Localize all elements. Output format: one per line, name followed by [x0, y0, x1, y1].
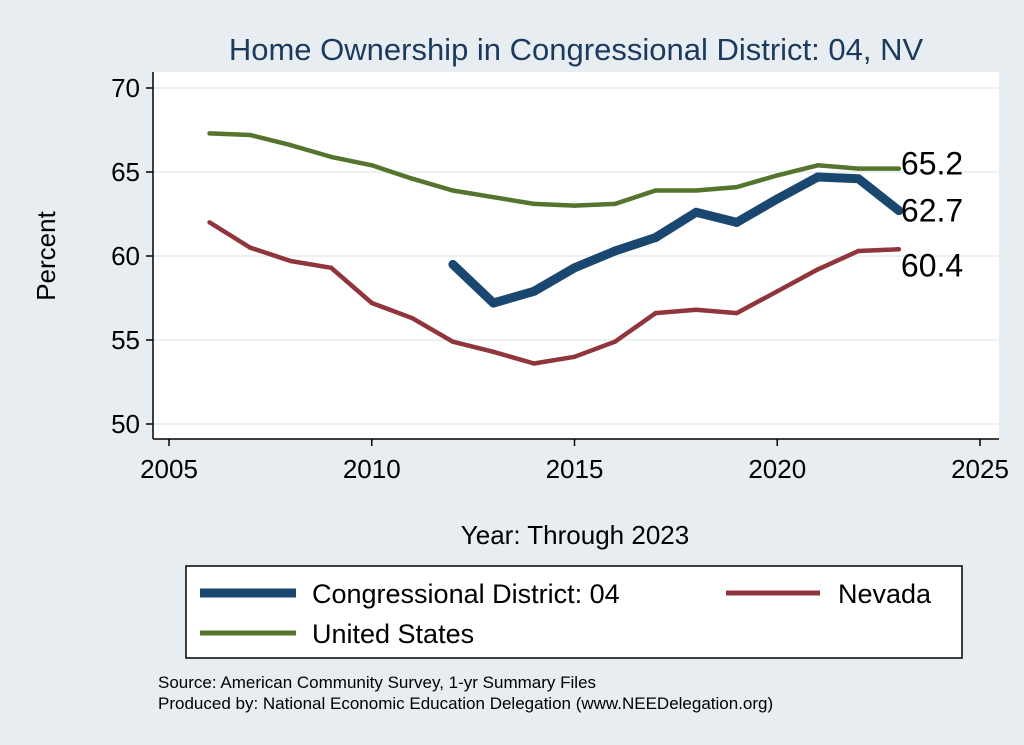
data-point-united-states-2017	[653, 188, 658, 193]
x-tick-label-2025: 2025	[951, 454, 1009, 484]
data-point-united-states-2023	[896, 166, 902, 171]
data-point-district-2013	[488, 298, 498, 308]
y-tick-label-50: 50	[111, 409, 140, 439]
produced-by-note: Produced by: National Economic Education…	[158, 694, 773, 713]
data-point-district-2021	[813, 172, 823, 182]
data-point-district-2017	[651, 233, 661, 243]
legend: Congressional District: 04 Nevada United…	[185, 565, 963, 659]
data-point-nevada-2023	[896, 247, 902, 252]
data-point-united-states-2015	[572, 203, 577, 208]
data-point-united-states-2007	[247, 132, 253, 138]
data-point-nevada-2010	[369, 300, 374, 306]
data-point-district-2012	[448, 259, 458, 269]
data-point-united-states-2022	[856, 166, 861, 171]
y-tick-label-70: 70	[111, 73, 140, 103]
y-axis-label: Percent	[31, 210, 61, 300]
data-point-nevada-2008	[288, 258, 293, 264]
series-line-district	[449, 172, 902, 308]
data-point-united-states-2019	[734, 184, 739, 190]
end-label-nevada: 60.4	[901, 247, 963, 283]
x-tick-label-2020: 2020	[748, 454, 806, 484]
x-axis-label: Year: Through 2023	[461, 520, 689, 550]
data-point-district-2014	[529, 286, 539, 296]
data-point-united-states-2006	[207, 131, 212, 136]
x-tick-label-2005: 2005	[140, 454, 198, 484]
data-point-nevada-2011	[410, 315, 415, 321]
data-point-nevada-2021	[815, 267, 821, 272]
data-point-united-states-2016	[612, 201, 618, 207]
chart-title: Home Ownership in Congressional District…	[229, 32, 924, 67]
data-point-district-2019	[732, 217, 742, 227]
end-labels: 62.7 60.4 65.2	[901, 146, 963, 284]
data-point-united-states-2012	[450, 188, 456, 193]
series-line-united-states	[209, 131, 899, 208]
data-point-nevada-2018	[693, 307, 699, 313]
data-point-nevada-2012	[450, 339, 456, 344]
data-point-nevada-2022	[856, 248, 861, 254]
data-point-district-2022	[853, 174, 863, 184]
y-tick-label-65: 65	[111, 157, 140, 187]
end-label-district: 62.7	[901, 193, 963, 229]
x-tick-label-2015: 2015	[546, 454, 604, 484]
data-point-nevada-2017	[653, 310, 658, 316]
data-point-district-2020	[772, 194, 782, 204]
data-point-united-states-2008	[288, 142, 293, 148]
end-label-united-states: 65.2	[901, 146, 963, 182]
data-point-nevada-2013	[491, 349, 496, 355]
data-point-nevada-2007	[247, 245, 253, 250]
legend-label-nevada: Nevada	[838, 579, 932, 609]
data-point-nevada-2009	[328, 265, 334, 271]
data-point-nevada-2014	[531, 361, 537, 366]
data-point-district-2016	[610, 246, 620, 256]
gridlines	[153, 87, 999, 425]
y-tick-label-60: 60	[111, 241, 140, 271]
data-point-nevada-2019	[734, 310, 739, 316]
data-point-united-states-2021	[815, 163, 821, 168]
data-point-nevada-2006	[207, 220, 212, 225]
y-tick-label-55: 55	[111, 325, 140, 355]
data-point-united-states-2014	[531, 201, 537, 207]
data-point-united-states-2009	[328, 154, 334, 160]
series-layer	[207, 131, 904, 366]
data-point-nevada-2020	[775, 289, 780, 294]
data-point-united-states-2011	[410, 176, 415, 181]
data-point-united-states-2013	[491, 194, 496, 200]
data-point-nevada-2015	[572, 354, 577, 360]
y-axis-ticks: 50 55 60 65 70	[111, 73, 153, 439]
series-line-nevada	[208, 220, 899, 366]
data-point-district-2023	[894, 206, 904, 216]
data-point-nevada-2016	[612, 339, 618, 344]
legend-label-district: Congressional District: 04	[312, 579, 620, 609]
data-point-united-states-2010	[369, 163, 374, 168]
legend-box	[185, 565, 963, 659]
source-note: Source: American Community Survey, 1-yr …	[158, 673, 596, 692]
x-tick-label-2010: 2010	[343, 454, 401, 484]
data-point-united-states-2020	[775, 173, 780, 178]
x-axis-ticks: 2005 2010 2015 2020 2025	[140, 439, 1009, 484]
data-point-united-states-2018	[693, 188, 699, 193]
data-point-district-2015	[570, 263, 579, 273]
data-point-district-2018	[691, 207, 701, 217]
legend-label-united-states: United States	[312, 619, 474, 649]
